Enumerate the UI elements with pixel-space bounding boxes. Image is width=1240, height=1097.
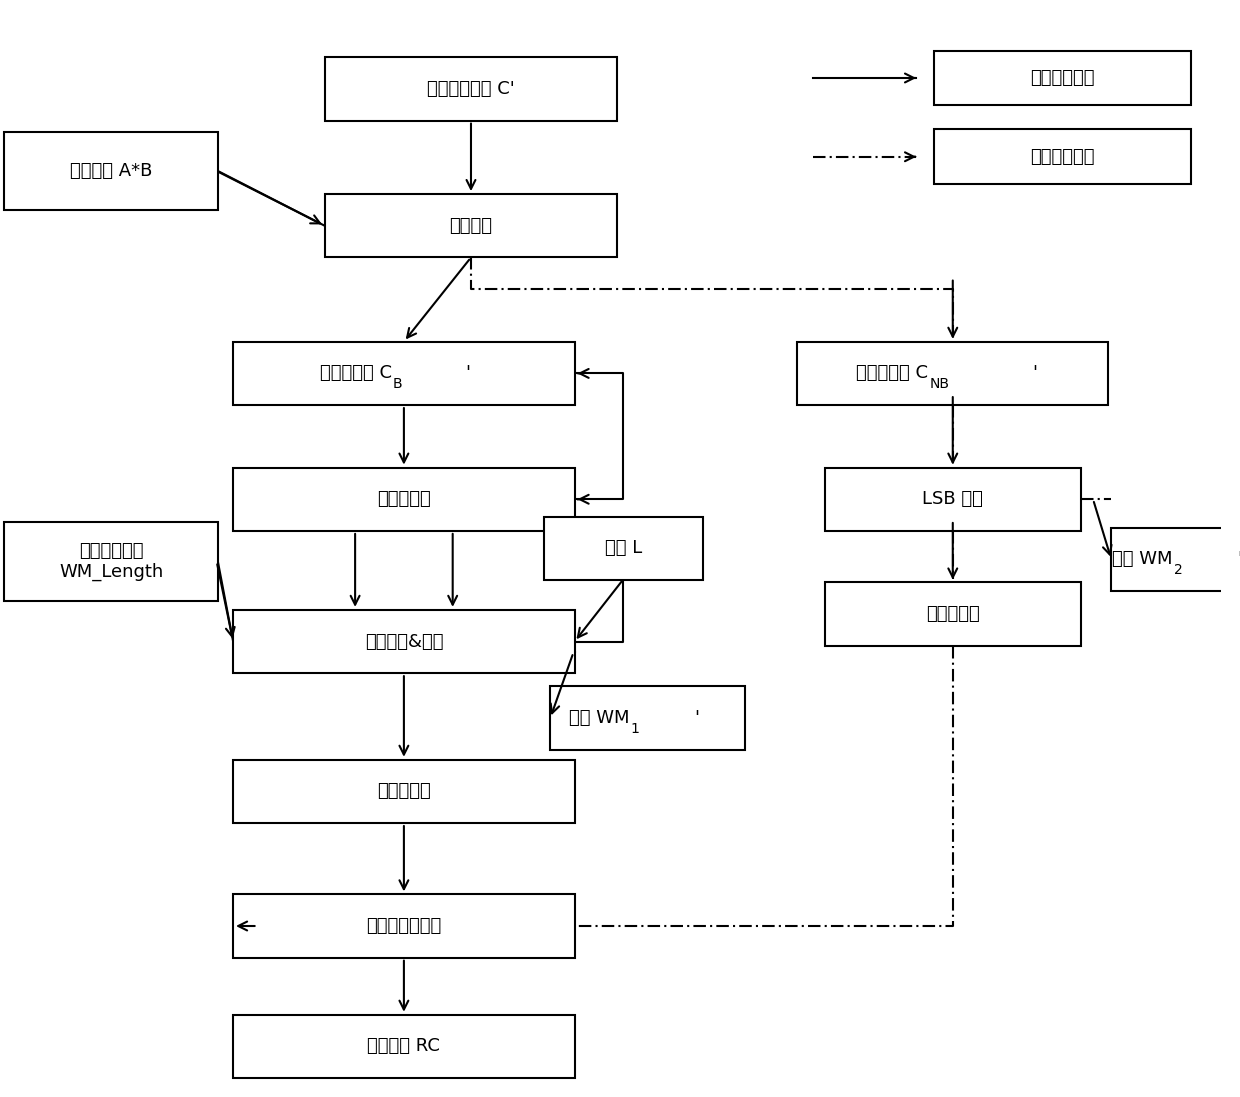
FancyBboxPatch shape (935, 129, 1190, 184)
FancyBboxPatch shape (797, 341, 1109, 405)
FancyBboxPatch shape (544, 517, 703, 580)
Text: 图像分块: 图像分块 (449, 217, 492, 235)
Text: 恢复图像块集合: 恢复图像块集合 (366, 917, 441, 935)
FancyBboxPatch shape (233, 467, 574, 531)
Text: 分块尺寸 A*B: 分块尺寸 A*B (69, 162, 153, 180)
Text: 图像块集合 C: 图像块集合 C (320, 364, 392, 383)
FancyBboxPatch shape (5, 132, 218, 211)
FancyBboxPatch shape (5, 522, 218, 601)
Text: 常规执行流程: 常规执行流程 (1030, 69, 1095, 87)
Text: 读取隐秘图像 C': 读取隐秘图像 C' (427, 80, 515, 98)
FancyBboxPatch shape (551, 687, 745, 750)
FancyBboxPatch shape (825, 583, 1081, 646)
FancyBboxPatch shape (233, 1015, 574, 1078)
FancyBboxPatch shape (325, 57, 618, 121)
Text: 2: 2 (1173, 564, 1182, 577)
Text: B: B (393, 377, 403, 392)
Text: 恢复图像 RC: 恢复图像 RC (367, 1038, 440, 1055)
Text: 直方图还原: 直方图还原 (377, 782, 430, 801)
FancyBboxPatch shape (233, 760, 574, 823)
Text: ': ' (694, 709, 699, 727)
Text: 恢复剩余块: 恢复剩余块 (926, 606, 980, 623)
FancyBboxPatch shape (233, 610, 574, 674)
Text: 备选执行流程: 备选执行流程 (1030, 148, 1095, 166)
Text: 计算块差值: 计算块差值 (377, 490, 430, 508)
Text: ': ' (1238, 551, 1240, 568)
Text: 阈值 L: 阈值 L (605, 540, 642, 557)
FancyBboxPatch shape (233, 894, 574, 958)
Text: NB: NB (930, 377, 950, 392)
FancyBboxPatch shape (233, 341, 574, 405)
Text: 数据 WM: 数据 WM (569, 709, 630, 727)
Text: ': ' (1032, 364, 1037, 383)
FancyBboxPatch shape (825, 467, 1081, 531)
Text: 数据 WM: 数据 WM (1112, 551, 1172, 568)
Text: 1: 1 (631, 722, 640, 736)
Text: 数据提取&恢复: 数据提取&恢复 (365, 633, 443, 651)
FancyBboxPatch shape (1111, 528, 1240, 591)
Text: ': ' (465, 364, 470, 383)
FancyBboxPatch shape (325, 194, 618, 258)
Text: 隐秘数据长度
WM_Length: 隐秘数据长度 WM_Length (60, 542, 164, 581)
Text: 剩余图像块 C: 剩余图像块 C (857, 364, 929, 383)
Text: LSB 提取: LSB 提取 (923, 490, 983, 508)
FancyBboxPatch shape (935, 50, 1190, 105)
